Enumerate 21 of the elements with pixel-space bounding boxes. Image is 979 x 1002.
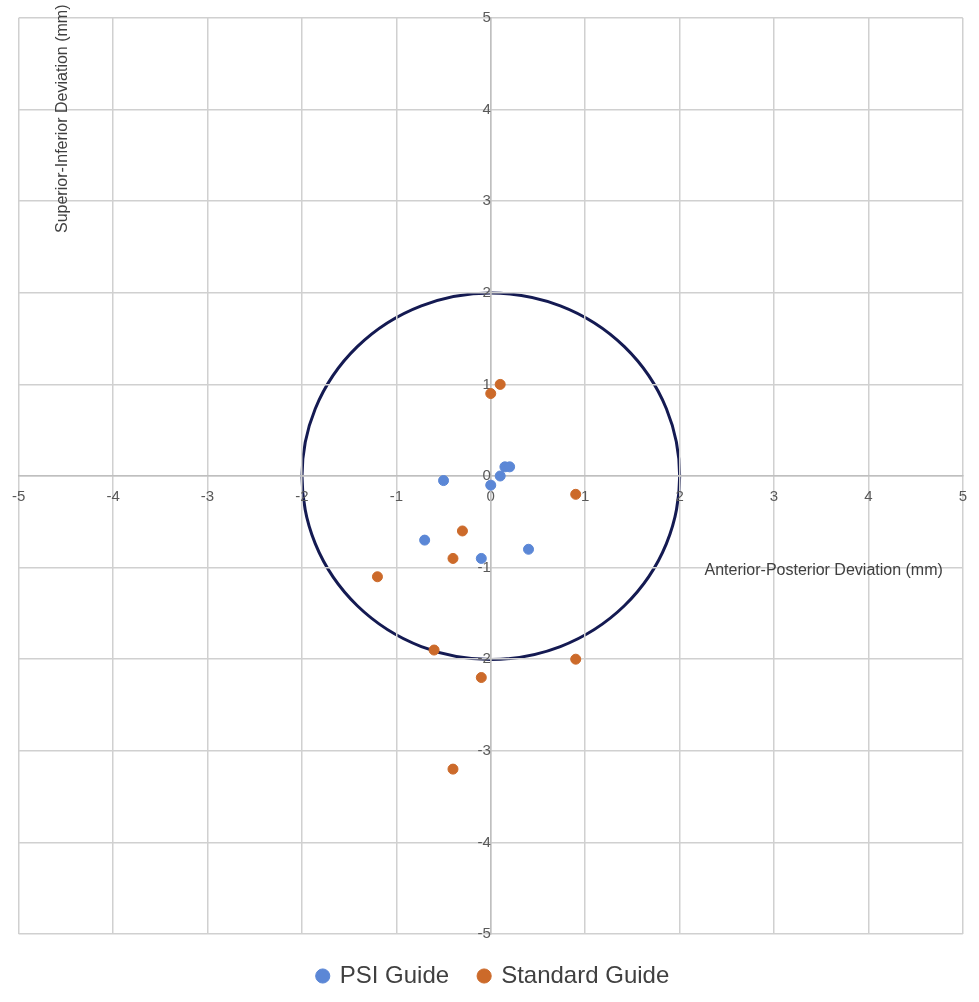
y-tick-label: -5 — [477, 924, 491, 942]
x-axis-title: Anterior-Posterior Deviation (mm) — [704, 561, 943, 579]
legend-label: Standard Guide — [501, 960, 670, 988]
x-tick-label: -1 — [389, 487, 403, 505]
x-tick-label: 1 — [580, 487, 590, 505]
y-axis-title: Superior-Inferior Deviation (mm) — [53, 4, 71, 234]
y-tick-label: -3 — [477, 740, 491, 758]
x-tick-label: 4 — [864, 487, 873, 505]
y-tick-label: -4 — [477, 832, 491, 850]
y-tick-label: -1 — [477, 557, 491, 575]
x-tick-label: 3 — [769, 487, 779, 505]
y-tick-label: 5 — [482, 8, 491, 26]
x-tick-label: 5 — [958, 487, 967, 505]
legend-label: PSI Guide — [339, 960, 450, 988]
x-tick-label: -4 — [106, 487, 120, 505]
y-tick-label: 4 — [482, 99, 491, 117]
x-tick-label: -5 — [12, 487, 26, 505]
y-tick-label: 0 — [482, 466, 491, 484]
y-tick-label: 3 — [482, 191, 491, 209]
y-tick-label: 1 — [482, 374, 491, 392]
x-tick-label: -3 — [200, 487, 215, 505]
